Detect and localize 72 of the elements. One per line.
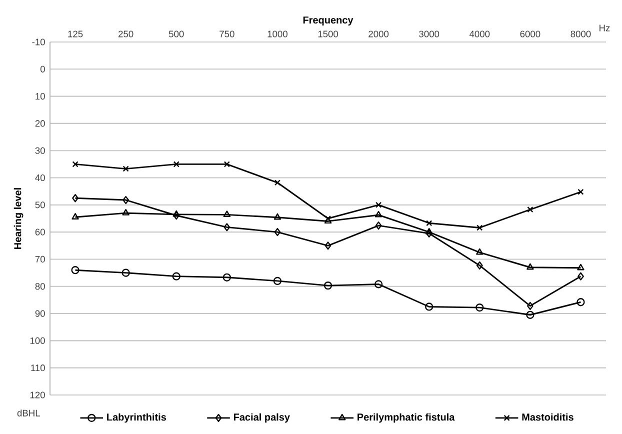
point xyxy=(375,202,382,208)
point xyxy=(374,280,383,288)
point xyxy=(324,217,332,224)
y-tick-label: 80 xyxy=(35,283,45,290)
x-tick-label: 3000 xyxy=(419,30,440,38)
y-tick-label: -10 xyxy=(32,38,45,46)
x-tick-label: 4000 xyxy=(469,30,490,38)
point xyxy=(375,221,382,230)
point xyxy=(274,228,281,236)
point xyxy=(273,276,282,286)
point xyxy=(526,263,534,270)
point xyxy=(324,281,332,290)
point xyxy=(224,161,230,168)
y-tick-label: 10 xyxy=(36,93,45,100)
y-tick-label: 20 xyxy=(35,120,45,127)
point xyxy=(526,310,534,319)
y-tick-label: 40 xyxy=(35,174,45,182)
point xyxy=(72,213,79,220)
text: dBHL xyxy=(17,410,40,416)
point xyxy=(426,220,432,226)
point xyxy=(172,272,180,280)
x-tick-label: 250 xyxy=(118,30,134,38)
legend-label: Facial palsy xyxy=(234,413,290,423)
y-tick-label: 0 xyxy=(40,66,45,72)
point xyxy=(578,188,584,195)
x-tick-label: 8000 xyxy=(570,30,591,38)
point xyxy=(476,248,484,255)
point xyxy=(72,194,78,202)
point xyxy=(476,303,484,312)
point xyxy=(578,272,584,280)
point xyxy=(122,208,130,216)
y-tick-label: 30 xyxy=(35,147,45,154)
x-tick-label: 750 xyxy=(220,30,234,38)
y-tick-label: 70 xyxy=(35,256,45,263)
point xyxy=(72,161,78,168)
x-tick-label: 6000 xyxy=(520,30,540,38)
point xyxy=(223,210,231,218)
point xyxy=(374,210,382,218)
y-tick-label: 90 xyxy=(35,310,45,317)
x-axis-title: Frequency xyxy=(303,16,354,26)
point xyxy=(577,264,584,270)
point xyxy=(173,161,180,168)
point xyxy=(122,166,129,172)
point xyxy=(425,302,434,311)
x-tick-label: 2000 xyxy=(368,30,389,38)
y-tick-label: 120 xyxy=(30,392,45,398)
x-tick-label: 1500 xyxy=(318,30,338,38)
point xyxy=(274,213,282,220)
legend-label: Perilymphatic fistula xyxy=(358,413,455,423)
y-tick-label: 100 xyxy=(30,337,45,344)
y-tick-label: 60 xyxy=(35,228,45,236)
text: Hz xyxy=(600,24,610,32)
point xyxy=(476,224,483,231)
x-tick-label: 1000 xyxy=(268,30,288,38)
x-tick-label: 125 xyxy=(68,30,83,38)
y-tick-label: 50 xyxy=(35,202,45,208)
point xyxy=(526,302,534,310)
point xyxy=(527,206,534,213)
point xyxy=(224,223,230,232)
point xyxy=(274,180,281,186)
point xyxy=(324,242,332,250)
point xyxy=(122,268,130,277)
point xyxy=(476,261,483,270)
point xyxy=(576,298,585,306)
point xyxy=(71,266,80,274)
legend-label: Labyrinthitis xyxy=(107,413,166,423)
point xyxy=(222,273,231,282)
x-tick-label: 500 xyxy=(168,30,184,38)
legend-label: Mastoiditis xyxy=(522,413,574,421)
point xyxy=(122,196,130,204)
y-tick-label: 110 xyxy=(31,364,45,372)
y-axis-title: Hearing level xyxy=(14,188,24,249)
